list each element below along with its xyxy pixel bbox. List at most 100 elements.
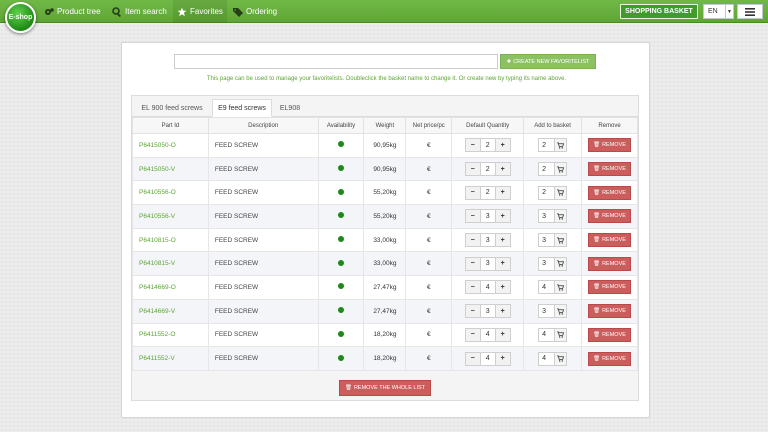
tab-el908[interactable]: EL908 [279, 104, 301, 112]
decrement-button[interactable]: − [465, 186, 480, 199]
add-to-basket-group: 4 [538, 280, 568, 295]
language-select[interactable]: EN ▼ [703, 4, 734, 19]
nav-item-search[interactable]: Item search [112, 0, 167, 23]
basket-quantity-input[interactable]: 2 [542, 165, 546, 173]
increment-button[interactable]: + [495, 163, 510, 176]
trash-icon: 🗑 [593, 237, 601, 244]
add-to-basket-button[interactable] [554, 186, 567, 199]
basket-quantity-input[interactable]: 4 [542, 331, 546, 339]
remove-item-button[interactable]: 🗑 REMOVE [588, 138, 631, 153]
remove-item-button[interactable]: 🗑 REMOVE [588, 280, 631, 295]
increment-button[interactable]: + [495, 139, 510, 152]
remove-cell: 🗑 REMOVE [581, 346, 638, 371]
add-to-basket-button[interactable] [554, 257, 567, 270]
column-header: Remove [581, 117, 638, 134]
quantity-value: 4 [479, 328, 496, 341]
decrement-button[interactable]: − [465, 352, 480, 365]
remove-item-button[interactable]: 🗑 REMOVE [588, 233, 631, 248]
decrement-button[interactable]: − [465, 328, 480, 341]
decrement-button[interactable]: − [465, 281, 480, 294]
nav-product-tree[interactable]: Product tree [44, 0, 101, 23]
weight-cell: 33,00kg [363, 251, 407, 277]
description-cell: FEED SCREW [207, 133, 319, 158]
increment-button[interactable]: + [495, 281, 510, 294]
add-to-basket-button[interactable] [554, 234, 567, 247]
part-id-link[interactable]: P6410815-V [132, 251, 209, 277]
part-id-link[interactable]: P6414669-V [132, 298, 209, 324]
description-cell: FEED SCREW [207, 227, 319, 253]
part-id-link[interactable]: P6414669-O [132, 275, 209, 300]
remove-item-button[interactable]: 🗑 REMOVE [588, 185, 631, 200]
net-price-cell: € [405, 156, 453, 182]
description-cell: FEED SCREW [207, 180, 319, 206]
increment-button[interactable]: + [495, 257, 510, 270]
remove-item-button[interactable]: 🗑 REMOVE [588, 304, 631, 319]
part-id-link[interactable]: P6410815-O [132, 227, 209, 253]
add-to-basket-button[interactable] [554, 305, 567, 318]
increment-button[interactable]: + [495, 234, 510, 247]
trash-icon: 🗑 [593, 308, 601, 315]
part-id-link[interactable]: P6411552-O [132, 322, 209, 348]
quantity-value: 3 [479, 257, 496, 270]
remove-item-label: REMOVE [602, 237, 626, 244]
basket-quantity-input[interactable]: 3 [542, 307, 546, 315]
part-id-link[interactable]: P6415050-O [132, 133, 209, 158]
trash-icon: 🗑 [593, 355, 601, 362]
quantity-stepper: −3 + [464, 304, 511, 319]
decrement-button[interactable]: − [465, 305, 480, 318]
basket-quantity-input[interactable]: 3 [542, 212, 546, 220]
table-row: P6410556-V FEED SCREW 55,20kg € −3 +3 🗑 REMOVE [132, 204, 638, 229]
basket-quantity-input[interactable]: 4 [542, 283, 546, 291]
nav-ordering[interactable]: Ordering [233, 0, 277, 23]
add-to-basket-group: 3 [538, 233, 568, 248]
nav-favorites[interactable]: Favorites [173, 0, 227, 23]
basket-quantity-input[interactable]: 2 [542, 141, 546, 149]
shopping-basket-button[interactable]: SHOPPING BASKET [620, 4, 698, 19]
increment-button[interactable]: + [495, 305, 510, 318]
menu-button[interactable] [737, 4, 763, 19]
add-to-basket-button[interactable] [554, 139, 567, 152]
gears-icon [45, 7, 54, 15]
decrement-button[interactable]: − [465, 139, 480, 152]
remove-item-button[interactable]: 🗑 REMOVE [588, 256, 631, 271]
add-to-basket-button[interactable] [554, 328, 567, 341]
add-to-basket-button[interactable] [554, 163, 567, 176]
remove-item-button[interactable]: 🗑 REMOVE [588, 327, 631, 342]
increment-button[interactable]: + [495, 328, 510, 341]
part-id-link[interactable]: P6411552-V [132, 346, 209, 371]
remove-item-button[interactable]: 🗑 REMOVE [588, 351, 631, 366]
tab-e9-feed-screws[interactable]: E9 feed screws [212, 99, 272, 117]
description-cell: FEED SCREW [207, 275, 319, 300]
cart-icon [557, 331, 565, 338]
create-favoritelist-button[interactable]: ✚ CREATE NEW FAVORITELIST [500, 54, 596, 69]
weight-cell: 55,20kg [363, 204, 407, 229]
part-id-link[interactable]: P6410556-O [132, 180, 209, 206]
increment-button[interactable]: + [495, 352, 510, 365]
add-to-basket-cell: 3 [523, 227, 582, 253]
cart-icon [557, 355, 565, 362]
decrement-button[interactable]: − [465, 234, 480, 247]
basket-quantity-input[interactable]: 2 [542, 189, 546, 197]
add-to-basket-button[interactable] [554, 210, 567, 223]
availability-dot-icon [337, 236, 344, 243]
tab-el900-feed-screws[interactable]: EL 900 feed screws [141, 104, 203, 112]
remove-item-button[interactable]: 🗑 REMOVE [588, 209, 631, 224]
basket-quantity-input[interactable]: 3 [542, 260, 546, 268]
quantity-stepper: −2 + [464, 138, 511, 153]
increment-button[interactable]: + [495, 210, 510, 223]
basket-quantity-input[interactable]: 4 [542, 355, 546, 363]
basket-quantity-input[interactable]: 3 [542, 236, 546, 244]
decrement-button[interactable]: − [465, 257, 480, 270]
decrement-button[interactable]: − [465, 210, 480, 223]
new-favoritelist-input[interactable] [174, 54, 498, 69]
remove-item-button[interactable]: 🗑 REMOVE [588, 162, 631, 177]
part-id-link[interactable]: P6415050-V [132, 156, 209, 182]
nav-favorites-label: Favorites [190, 7, 223, 16]
part-id-link[interactable]: P6410556-V [132, 204, 209, 229]
add-to-basket-button[interactable] [554, 281, 567, 294]
decrement-button[interactable]: − [465, 163, 480, 176]
add-to-basket-button[interactable] [554, 352, 567, 365]
increment-button[interactable]: + [495, 186, 510, 199]
eshop-logo[interactable]: E-shop [5, 2, 36, 33]
remove-whole-list-button[interactable]: 🗑 REMOVE THE WHOLE LIST [339, 380, 431, 396]
